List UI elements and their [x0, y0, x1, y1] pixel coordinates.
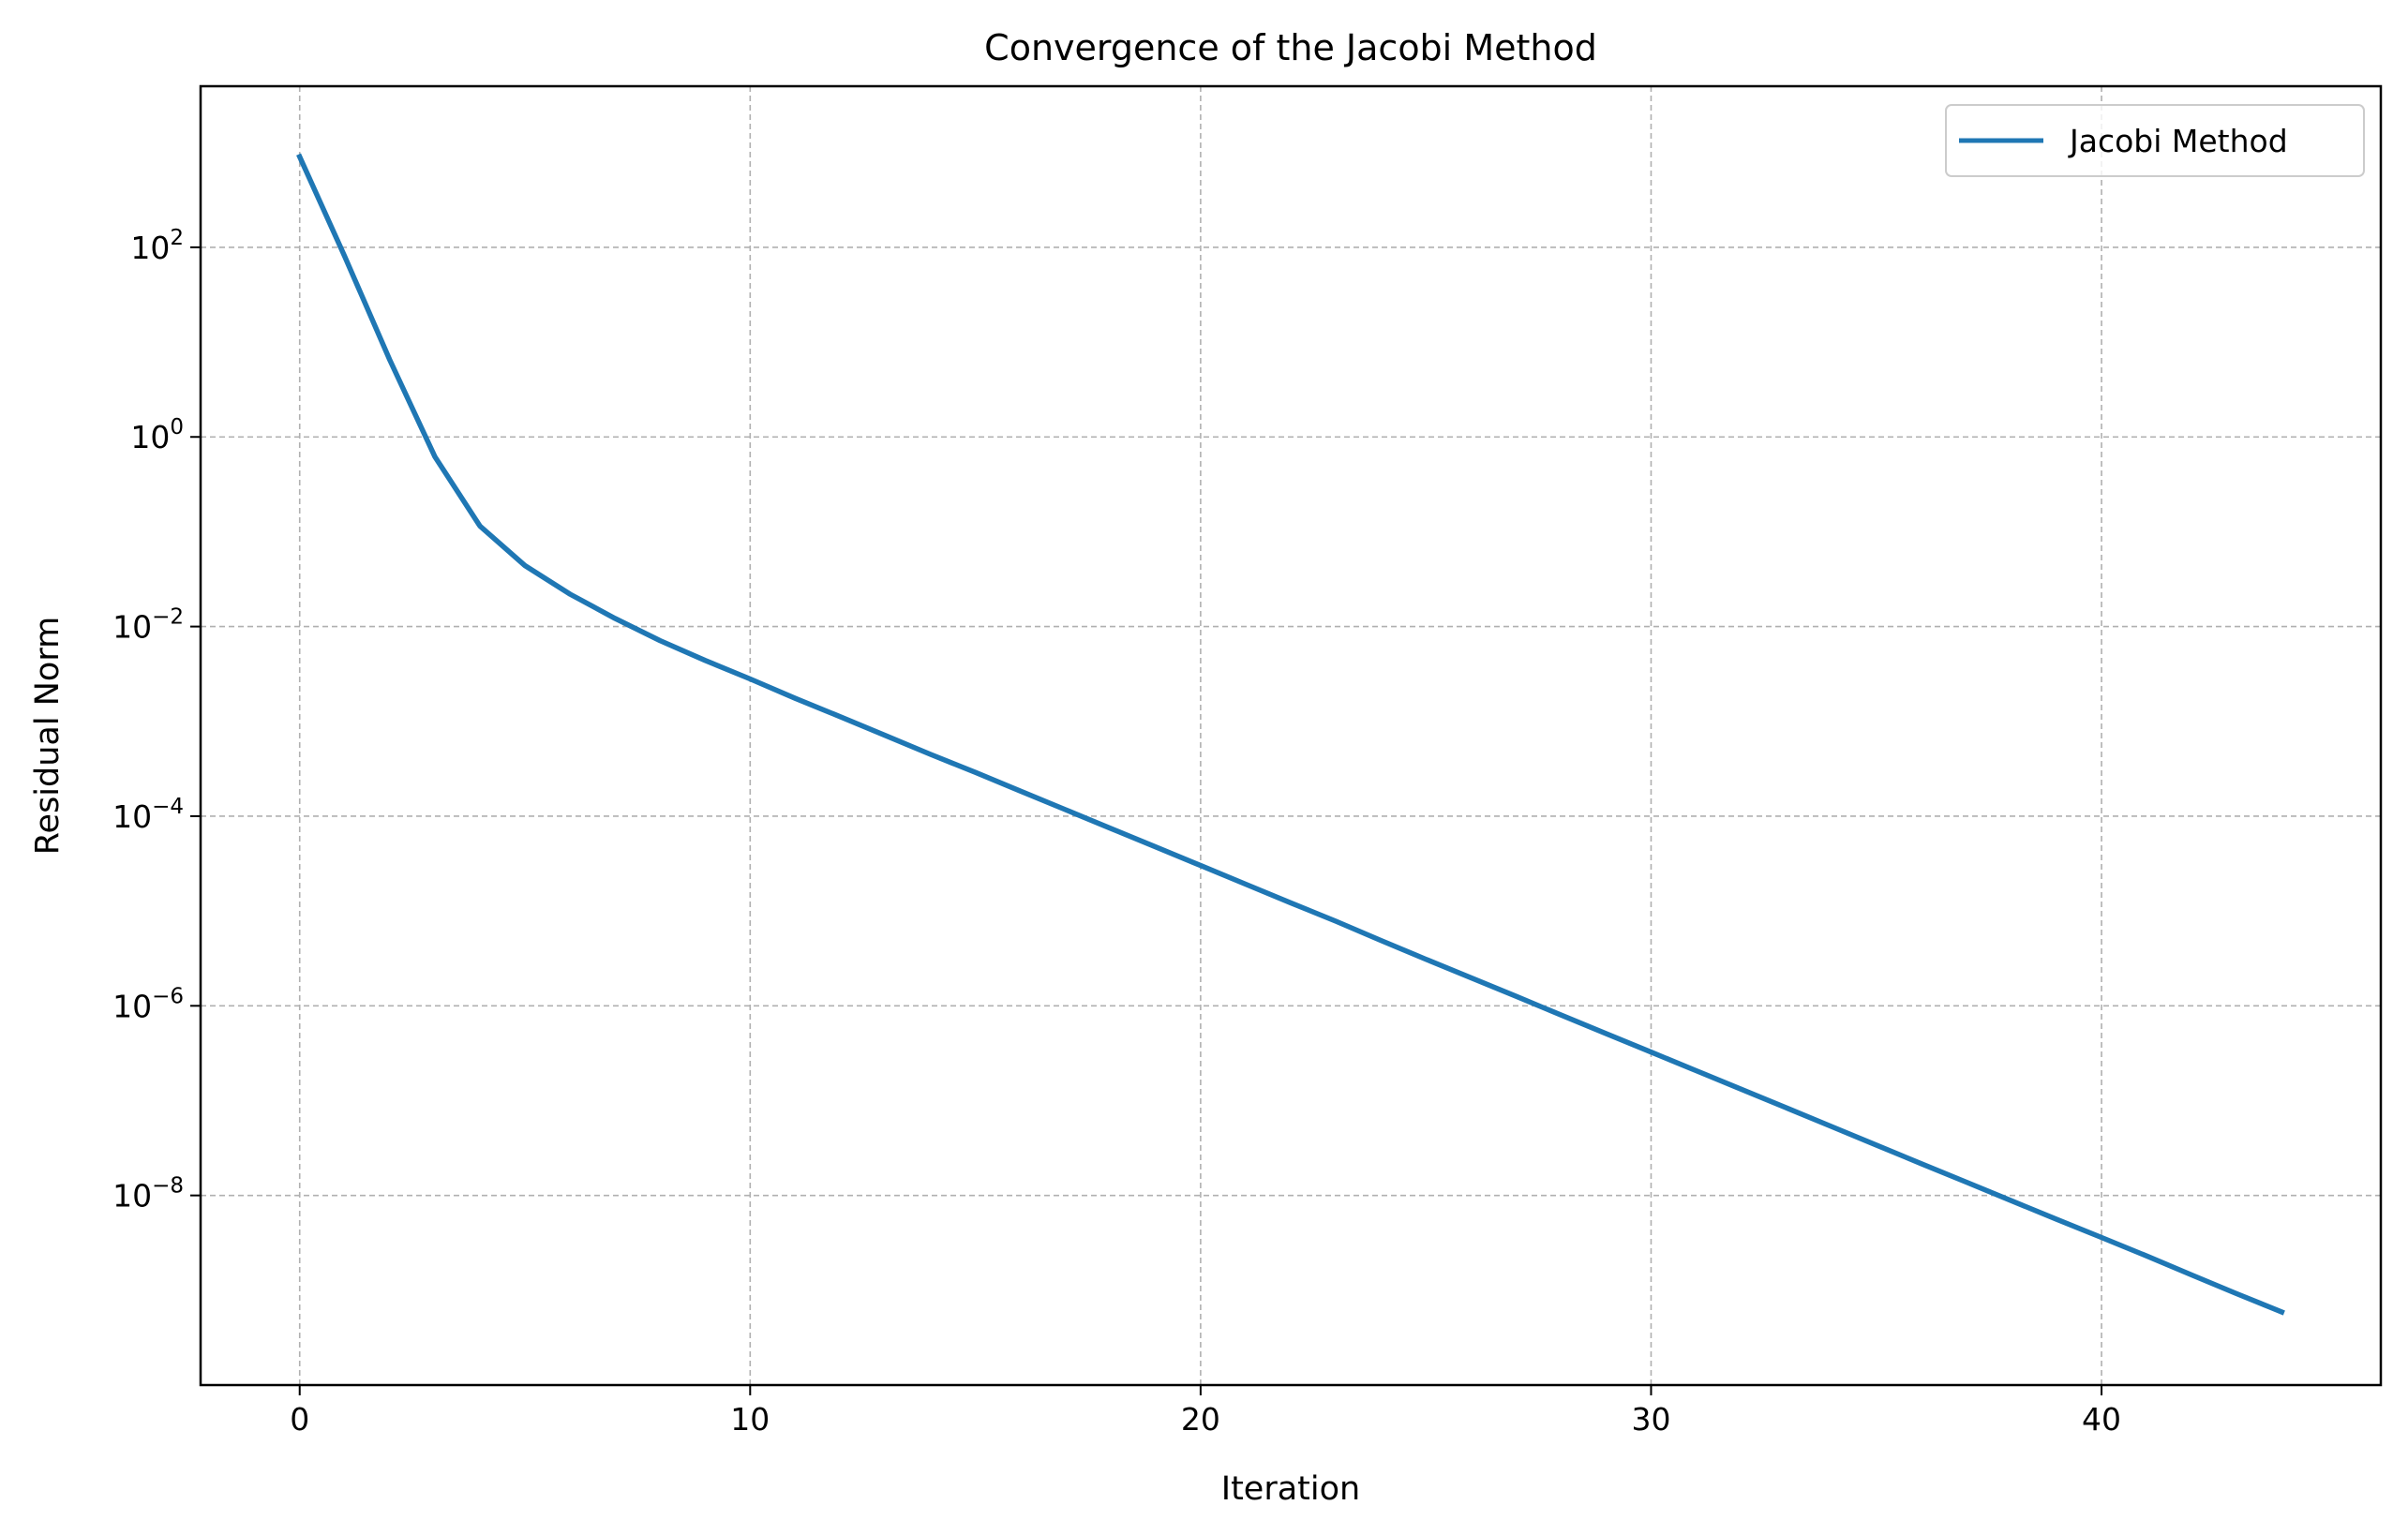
grid: [201, 86, 2381, 1385]
y-tick-label: 10−6: [112, 984, 184, 1024]
ticks: 0 10 20 30 40 102 100 10−2 10−4 10−6 10−8: [112, 226, 2121, 1438]
x-tick-label: 10: [730, 1401, 770, 1438]
y-tick-label: 10−8: [112, 1174, 184, 1215]
x-tick-label: 0: [290, 1401, 309, 1438]
series-layer: [296, 153, 2285, 1316]
legend: Jacobi Method: [1945, 104, 2365, 177]
chart-title: Convergence of the Jacobi Method: [984, 27, 1597, 68]
y-tick-label: 10−2: [112, 605, 184, 646]
y-tick-label: 102: [130, 226, 184, 266]
plot-frame: [199, 84, 2383, 1387]
y-tick-label: 100: [130, 415, 184, 455]
legend-box: [1945, 104, 2365, 177]
x-tick-label: 30: [1631, 1401, 1670, 1438]
y-axis-label: Residual Norm: [29, 617, 67, 855]
x-axis-label: Iteration: [1221, 1470, 1360, 1508]
x-tick-label: 20: [1181, 1401, 1220, 1438]
x-tick-label: 40: [2082, 1401, 2121, 1438]
y-tick-label: 10−4: [112, 795, 184, 835]
series-line: [296, 153, 2285, 1316]
legend-label: Jacobi Method: [2068, 123, 2288, 159]
